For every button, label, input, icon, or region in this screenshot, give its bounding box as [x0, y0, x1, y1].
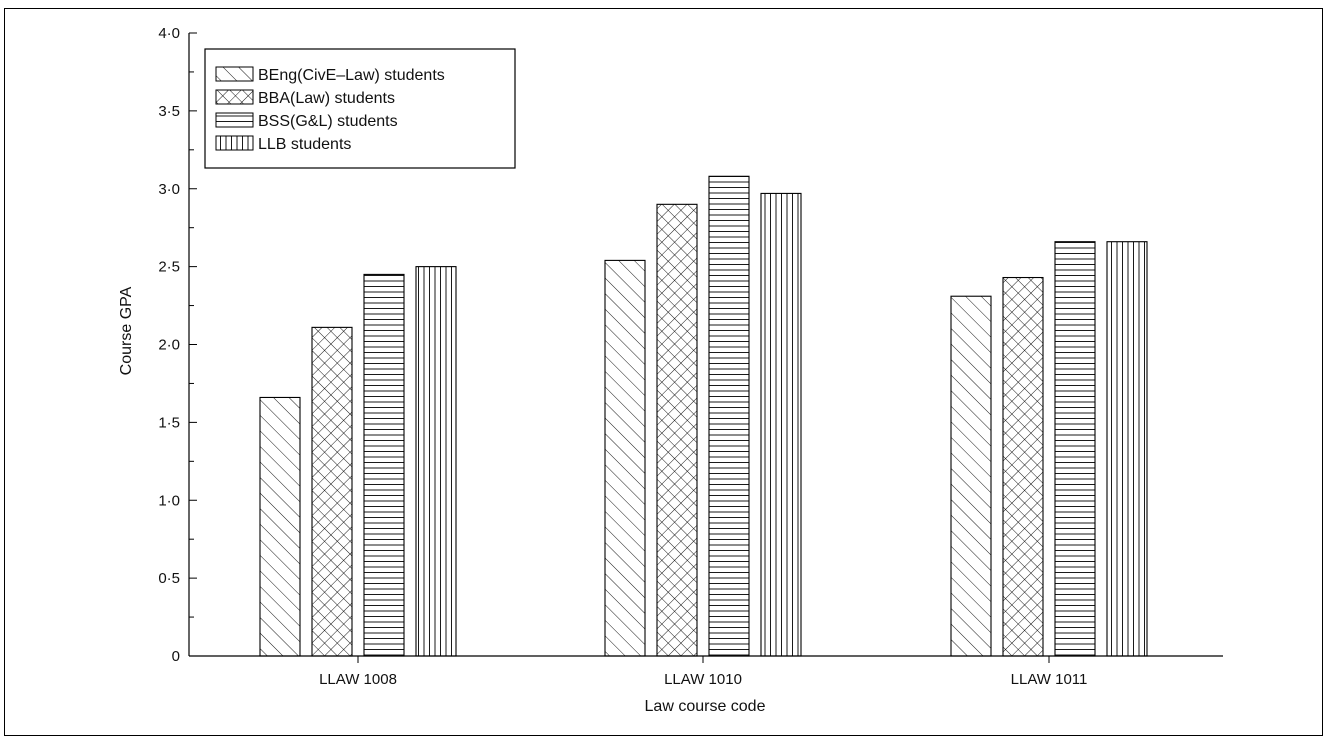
- y-tick-label: 3·0: [158, 181, 180, 198]
- bar-1-1: [259, 396, 301, 657]
- legend-box: [204, 48, 516, 169]
- bar-1-4: [415, 266, 457, 657]
- x-axis-title: Law course code: [645, 698, 766, 715]
- legend-label-2: BBA(Law) students: [258, 90, 395, 107]
- y-tick-label: 2·0: [158, 337, 180, 354]
- bars-group: [259, 175, 1148, 657]
- x-tick-label: LLAW 1010: [664, 671, 742, 688]
- legend-swatch-1: [215, 66, 254, 82]
- bar-2-2: [656, 203, 698, 657]
- y-tick-label: 0: [172, 648, 180, 665]
- legend-label-3: BSS(G&L) students: [258, 113, 398, 130]
- legend-label-4: LLB students: [258, 136, 351, 153]
- bar-1-3: [363, 273, 405, 657]
- bar-3-3: [1054, 241, 1096, 657]
- legend: BEng(CivE–Law) students BBA(Law) students…: [204, 48, 516, 169]
- bar-3-2: [1002, 276, 1044, 657]
- bar-2-4: [760, 192, 802, 657]
- bar-2-3: [708, 175, 750, 657]
- legend-swatch-4: [215, 135, 254, 151]
- y-tick-label: 4·0: [158, 25, 180, 42]
- bar-2-1: [604, 259, 646, 657]
- bar-1-2: [311, 326, 353, 657]
- y-tick-label: 0·5: [158, 570, 180, 587]
- y-tick-label: 3·5: [158, 103, 180, 120]
- legend-swatch-2: [215, 89, 254, 105]
- x-tick-labels: LLAW 1008 LLAW 1010 LLAW 1011: [319, 656, 1087, 688]
- y-axis-title: Course GPA: [118, 286, 135, 375]
- x-tick-label: LLAW 1008: [319, 671, 397, 688]
- legend-label-1: BEng(CivE–Law) students: [258, 67, 445, 84]
- y-axis: 0 0·5 1·0 1·5 2·0 2·5 3·0 3·5 4·0: [158, 25, 197, 665]
- figure-frame: [4, 8, 1323, 736]
- bar-3-1: [950, 295, 992, 657]
- y-tick-label: 2·5: [158, 259, 180, 276]
- x-tick-label: LLAW 1011: [1011, 671, 1088, 688]
- y-tick-label: 1·0: [158, 492, 180, 509]
- y-tick-label: 1·5: [158, 414, 180, 431]
- bar-3-4: [1106, 241, 1148, 657]
- legend-swatch-3: [215, 112, 254, 128]
